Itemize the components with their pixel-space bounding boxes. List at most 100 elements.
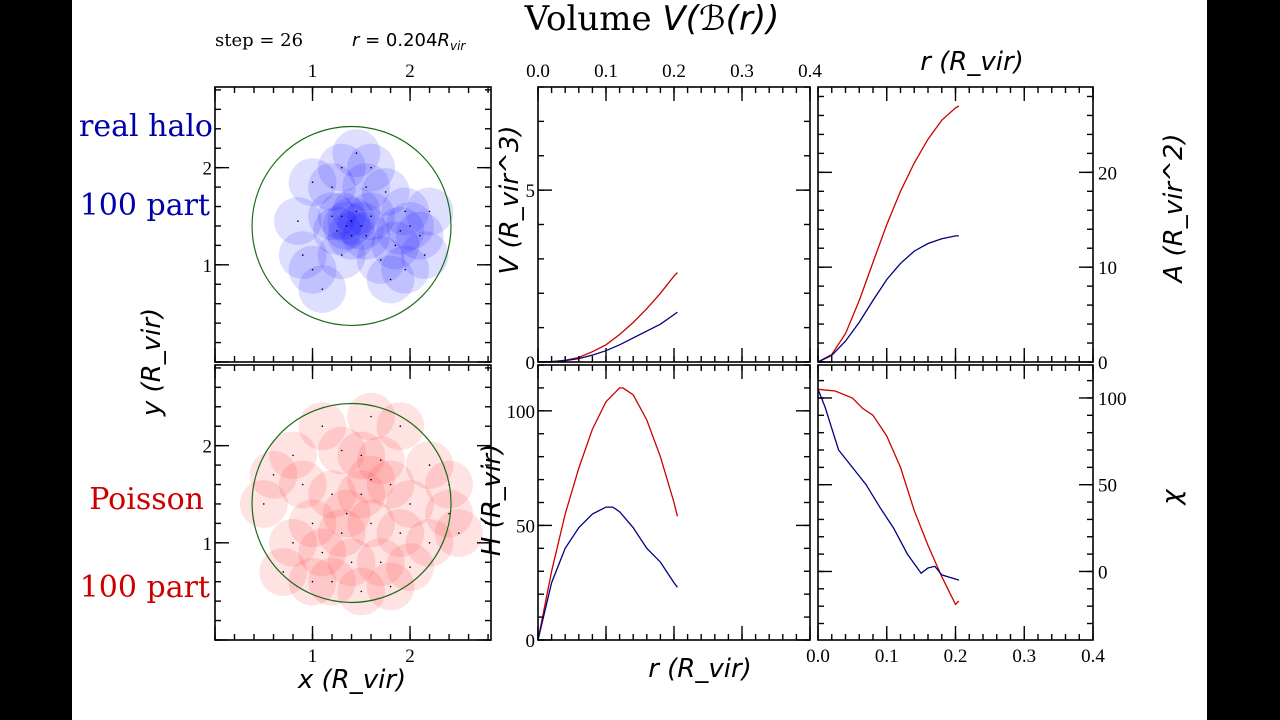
x-tick-label: 0.3: [730, 61, 754, 82]
particle-point: [331, 580, 333, 583]
particle-point: [370, 415, 372, 418]
particle-point: [370, 166, 372, 169]
particle-point: [428, 464, 431, 466]
poisson-projection-panel: 1 2 1 2: [203, 364, 492, 667]
particle-point: [458, 532, 460, 534]
particle-point: [340, 254, 343, 256]
particle-point: [389, 278, 392, 281]
mean-breadth-panel: 0 50 100: [507, 364, 811, 652]
particle-point: [370, 522, 372, 525]
particle-point: [365, 234, 367, 237]
particle-point: [321, 551, 324, 554]
y-tick-label: 50: [516, 516, 535, 537]
particle-balls: [239, 392, 483, 616]
y-tick-label: 2: [203, 437, 213, 458]
plot-background: [215, 87, 491, 362]
r-axis-label-bottom: r (R_vir): [648, 654, 752, 684]
plot-background: [818, 87, 1093, 362]
volume-axis-label: V (R_vir^3): [495, 125, 525, 274]
particle-point: [340, 532, 343, 534]
x-tick-label: 0.4: [1081, 646, 1105, 667]
y-tick-label: 100: [1098, 389, 1127, 410]
series-line: [817, 388, 960, 606]
ticks: [817, 365, 1094, 640]
bounding-circle: [251, 125, 452, 327]
series-line: [817, 105, 960, 363]
particle-point: [379, 259, 382, 261]
particle-point: [360, 225, 363, 227]
x-tick-label: 0.2: [662, 61, 686, 82]
x-axis-label: x (R_vir): [297, 665, 406, 695]
x-tick-label: 0.1: [875, 646, 899, 667]
particle-point: [399, 230, 402, 232]
x-tick-label: 0.0: [526, 61, 550, 82]
particle-point: [311, 580, 314, 583]
y-tick-label: 50: [1098, 476, 1117, 497]
particle-point: [379, 561, 382, 564]
x-tick-label: 0.4: [798, 61, 822, 82]
particle-point: [345, 512, 348, 515]
particle-point: [331, 186, 333, 188]
plot-frame: [817, 364, 1094, 641]
particle-point: [340, 449, 343, 452]
x-tick-label: 1: [308, 646, 318, 667]
y-tick-label: 1: [203, 534, 213, 555]
particle-point: [355, 152, 358, 154]
particle-point: [331, 493, 333, 496]
particle-point: [340, 215, 343, 218]
series-line: [537, 387, 679, 641]
x-tick-label: 0.1: [594, 61, 618, 82]
particle-point: [423, 254, 426, 256]
real-halo-count-label: 100 part: [80, 188, 210, 223]
particle-point: [409, 503, 411, 505]
bounding-circle: [251, 402, 452, 604]
volume-panel: 0.0 0.1 0.2 0.3 0.4 0 5: [526, 61, 823, 374]
particle-point: [365, 186, 367, 188]
particle-point: [350, 220, 353, 222]
particle-point: [384, 191, 387, 193]
y-tick-label: 5: [526, 181, 536, 202]
particle-point: [394, 244, 397, 247]
figure-title: Volume V(ℬ(r)): [524, 0, 780, 39]
particle-point: [428, 210, 431, 213]
particle-point: [409, 225, 411, 227]
radius-label: r = 0.204Rvir: [352, 30, 466, 53]
particle-point: [301, 483, 304, 486]
x-tick-label: 2: [405, 61, 415, 82]
particle-point: [360, 590, 363, 593]
plot-frame: [537, 86, 811, 363]
y-tick-label: 0: [1098, 353, 1108, 374]
particle-point: [301, 254, 304, 256]
y-axis-label: y (R_vir): [137, 308, 167, 417]
particle-point: [292, 542, 294, 544]
particle-point: [370, 215, 372, 218]
particle-point: [399, 532, 402, 534]
particle-point: [292, 454, 294, 457]
plot-frame: [537, 364, 811, 641]
plot-frame: [214, 364, 492, 641]
particle-point: [340, 166, 343, 169]
particle-point: [448, 512, 450, 515]
particle-point: [370, 478, 372, 481]
y-tick-label: 0: [526, 631, 536, 652]
particle-point: [409, 566, 411, 568]
x-tick-label: 2: [405, 646, 415, 667]
particle-point: [321, 425, 324, 428]
particle-point: [350, 561, 353, 564]
particle-point: [389, 585, 392, 588]
particle-point: [350, 234, 353, 237]
y-tick-label: 20: [1098, 163, 1117, 184]
r-axis-label-top: r (R_vir): [920, 47, 1024, 77]
series-line: [537, 506, 678, 641]
y-tick-label: 1: [203, 256, 213, 277]
particle-point: [404, 268, 406, 271]
x-tick-label: 0.3: [1012, 646, 1036, 667]
step-label: step = 26: [215, 30, 303, 51]
plot-frame: [214, 86, 492, 363]
particle-point: [360, 454, 363, 457]
breadth-axis-label: H (R_vir): [477, 444, 507, 556]
particle-point: [297, 220, 299, 222]
plot-background: [538, 87, 810, 362]
